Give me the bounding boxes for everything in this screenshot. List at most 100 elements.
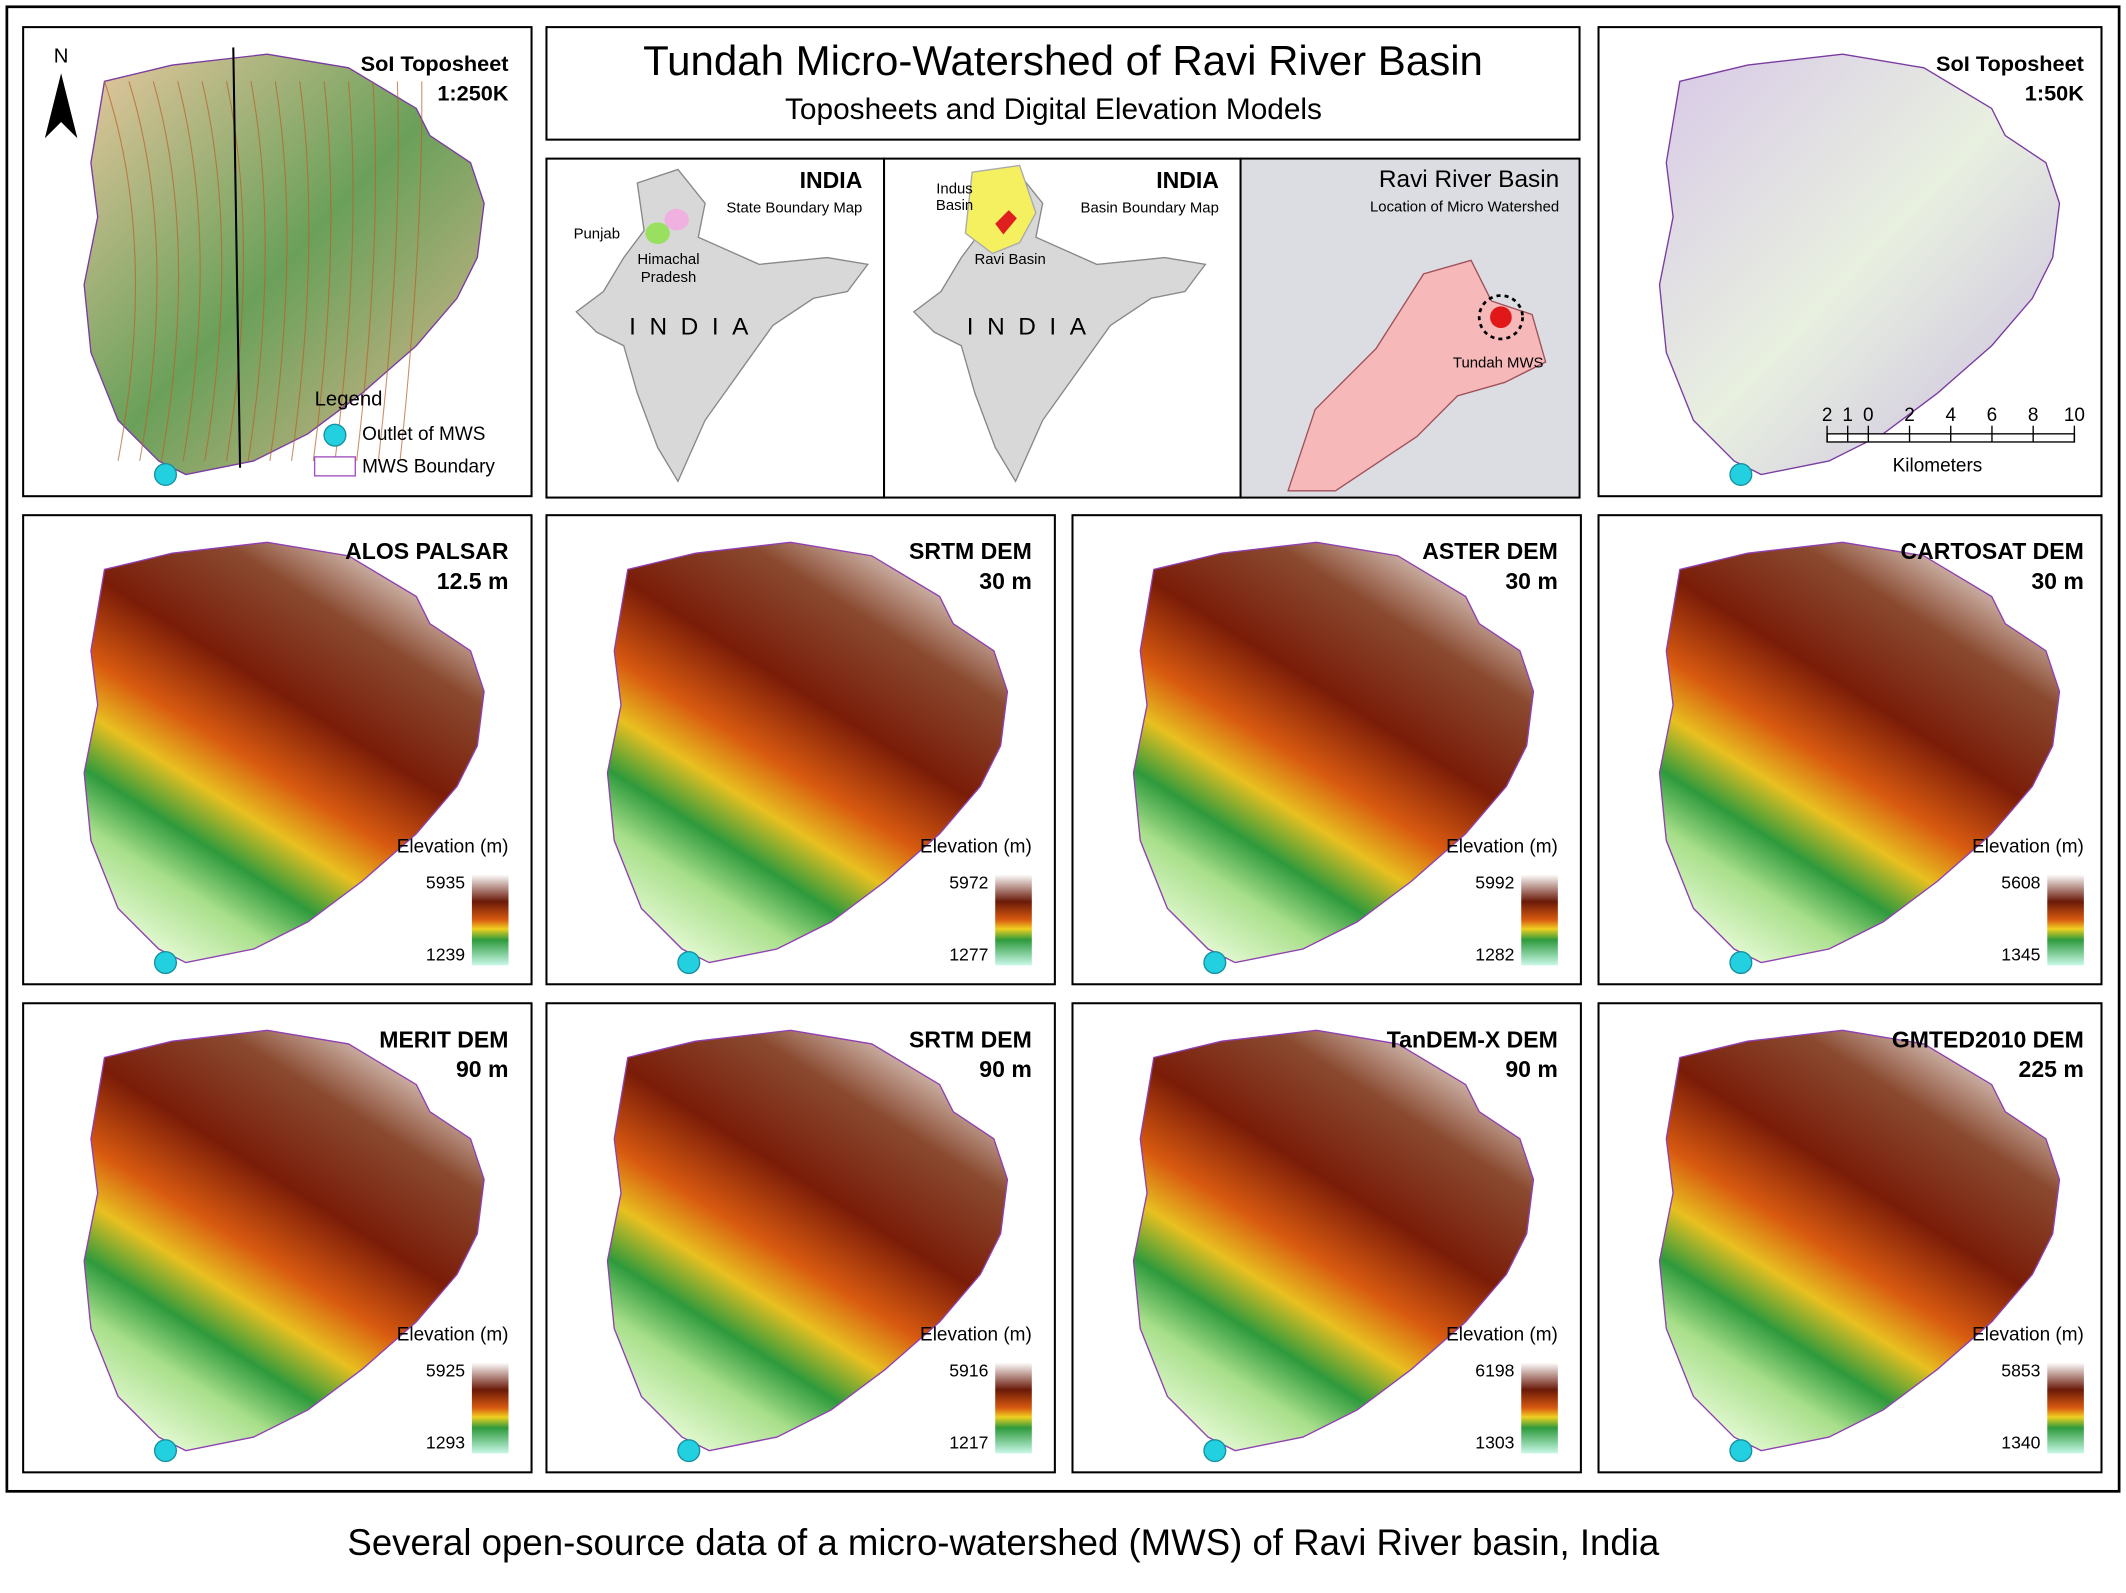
dem-resolution: 30 m xyxy=(979,568,1032,594)
dem-name: MERIT DEM xyxy=(379,1026,508,1052)
sheet-edge xyxy=(232,47,242,468)
contour xyxy=(399,81,423,462)
contour xyxy=(201,81,223,462)
elevation-colorbar xyxy=(2047,874,2084,966)
dem-panel: SRTM DEM 90 m Elevation (m) 5916 1217 xyxy=(545,1002,1056,1474)
scalebar-label: 2 xyxy=(1904,405,1915,426)
legend-title: Elevation (m) xyxy=(1446,836,1558,857)
state-label: Himachal xyxy=(637,252,699,268)
dem-resolution: 30 m xyxy=(2031,568,2084,594)
scalebar-label: 4 xyxy=(1945,405,1956,426)
dem-resolution: 90 m xyxy=(1505,1056,1558,1082)
legend-title: Elevation (m) xyxy=(920,1324,1032,1345)
outlet xyxy=(677,951,701,975)
contour xyxy=(152,81,180,462)
max-elevation: 6198 xyxy=(1475,1361,1514,1381)
outlet xyxy=(153,951,178,975)
max-elevation: 5935 xyxy=(426,873,465,893)
scalebar-label: 0 xyxy=(1863,405,1874,426)
scalebar-unit: Kilometers xyxy=(1893,455,1983,476)
map-subtitle: Basin Boundary Map xyxy=(1081,201,1219,217)
max-elevation: 5992 xyxy=(1475,873,1514,893)
outlet xyxy=(153,1439,178,1463)
title: Tundah Micro-Watershed of Ravi River Bas… xyxy=(643,37,1483,84)
elevation-colorbar xyxy=(995,1362,1032,1454)
dem-panel: ALOS PALSAR 12.5 m Elevation (m) 5935 1239 xyxy=(22,514,533,986)
legend-title: Elevation (m) xyxy=(397,836,509,857)
himachal-shape xyxy=(664,208,689,231)
outlet xyxy=(1729,462,1753,487)
panel-scale: 1:50K xyxy=(2025,81,2084,106)
max-elevation: 5972 xyxy=(949,873,988,893)
punjab-shape xyxy=(645,222,670,245)
legend-title: Elevation (m) xyxy=(920,836,1032,857)
outlet xyxy=(677,1439,701,1463)
min-elevation: 1217 xyxy=(949,1433,988,1453)
dem-resolution: 225 m xyxy=(2019,1056,2084,1082)
basin-label: Indus xyxy=(936,182,972,198)
contour xyxy=(128,81,158,462)
dem-panel: CARTOSAT DEM 30 m Elevation (m) 5608 1345 xyxy=(1597,514,2103,986)
scalebar-label: 8 xyxy=(2028,405,2039,426)
ravi-basin-shape xyxy=(1287,259,1547,492)
dem-resolution: 30 m xyxy=(1505,568,1558,594)
outlet xyxy=(1729,951,1753,975)
contour xyxy=(356,81,377,462)
dem-panel: MERIT DEM 90 m Elevation (m) 5925 1293 xyxy=(22,1002,533,1474)
elevation-colorbar xyxy=(1521,1362,1558,1454)
north-label: N xyxy=(54,45,69,67)
map-title: INDIA xyxy=(800,167,863,193)
legend-title: Legend xyxy=(315,388,383,410)
north-arrow xyxy=(44,73,78,139)
outlet xyxy=(153,462,178,487)
outlet xyxy=(1203,1439,1227,1463)
min-elevation: 1340 xyxy=(2001,1433,2040,1453)
scalebar-label: 2 xyxy=(1822,405,1833,426)
dem-name: CARTOSAT DEM xyxy=(1900,538,2083,564)
max-elevation: 5853 xyxy=(2001,1361,2040,1381)
panels: SoI Toposheet 1:250K N Legend Outlet of MWS M… xyxy=(22,26,2103,1474)
indus-basin-shape xyxy=(964,164,1037,255)
dem-name: SRTM DEM xyxy=(909,538,1032,564)
scalebar-label: 6 xyxy=(1987,405,1998,426)
dem-name: ALOS PALSAR xyxy=(345,538,509,564)
contour xyxy=(247,81,266,462)
dem-panel: TanDEM-X DEM 90 m Elevation (m) 6198 1303 xyxy=(1071,1002,1582,1474)
map-title: INDIA xyxy=(1156,167,1219,193)
mws-location xyxy=(1477,294,1524,341)
elevation-colorbar xyxy=(2047,1362,2084,1454)
title-box xyxy=(545,26,1581,141)
country-label: INDIA xyxy=(967,314,1100,341)
dem-panel: GMTED2010 DEM 225 m Elevation (m) 5853 1340 xyxy=(1597,1002,2103,1474)
legend-title: Elevation (m) xyxy=(1972,1324,2084,1345)
legend-entry: Outlet of MWS xyxy=(362,424,485,445)
contour xyxy=(269,81,288,462)
map-title: Ravi River Basin xyxy=(1379,166,1559,193)
dem-panel: SRTM DEM 30 m Elevation (m) 5972 1277 xyxy=(545,514,1056,986)
min-elevation: 1239 xyxy=(426,944,465,964)
legend-title: Elevation (m) xyxy=(1446,1324,1558,1345)
max-elevation: 5925 xyxy=(426,1361,465,1381)
contour xyxy=(334,81,354,462)
contour xyxy=(377,81,399,462)
min-elevation: 1303 xyxy=(1475,1433,1514,1453)
dem-name: TanDEM-X DEM xyxy=(1387,1026,1558,1052)
max-elevation: 5608 xyxy=(2001,873,2040,893)
ravi-basin-shape xyxy=(995,210,1017,235)
dem-resolution: 12.5 m xyxy=(437,568,509,594)
state-label: Punjab xyxy=(574,226,620,242)
mws-point xyxy=(1490,306,1512,329)
elevation-colorbar xyxy=(471,874,509,966)
max-elevation: 5916 xyxy=(949,1361,988,1381)
contour xyxy=(103,81,136,462)
basin-label: Ravi Basin xyxy=(975,252,1046,268)
panel-title: SoI Toposheet xyxy=(361,51,509,76)
min-elevation: 1293 xyxy=(426,1433,465,1453)
ravi-basin-map: Ravi River Basin Location of Micro Waters… xyxy=(1239,157,1581,499)
contour xyxy=(312,81,332,462)
legend-boundary-symbol xyxy=(313,456,356,477)
elevation-colorbar xyxy=(995,874,1032,966)
scalebar-label: 10 xyxy=(2064,405,2085,426)
